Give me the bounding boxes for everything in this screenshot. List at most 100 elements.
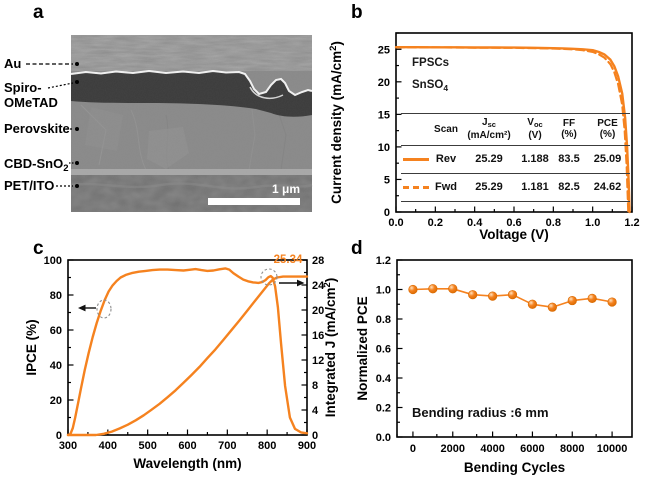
x-tick-label: 0.0 bbox=[388, 217, 403, 229]
y-tick-label: 20 bbox=[378, 77, 390, 89]
x-tick-label: 1.2 bbox=[624, 217, 639, 229]
leader-dot-petito bbox=[75, 184, 79, 188]
x-tick-label: 0.6 bbox=[506, 217, 521, 229]
sem-panel: 1 μm Au Spiro- OMeTAD Perovskite CBD-SnO… bbox=[4, 35, 313, 212]
y-tick-label: 80 bbox=[50, 290, 62, 302]
x-axis-label: Voltage (V) bbox=[479, 227, 549, 242]
x-tick-label: 6000 bbox=[520, 443, 544, 455]
data-point-marker bbox=[567, 295, 577, 306]
table-row-rev: Rev 25.29 1.188 83.5 25.09 bbox=[401, 146, 630, 174]
pce-value: 24.62 bbox=[593, 181, 622, 193]
y-tick-label: 1.2 bbox=[376, 255, 391, 267]
x-tick-label: 500 bbox=[138, 440, 156, 452]
data-point-marker bbox=[587, 293, 597, 303]
x-tick-label: 4000 bbox=[480, 443, 504, 455]
pce-value: 25.09 bbox=[593, 153, 622, 165]
leader-dot-sno2 bbox=[75, 161, 79, 165]
y-tick-label: 0 bbox=[384, 207, 390, 219]
y2-tick-label: 28 bbox=[312, 255, 324, 267]
scan-direction: Fwd bbox=[435, 181, 457, 193]
plot-area: 0 2000 4000 6000 8000 10000 0.0 0.2 0.4 0.6 0.8 1.0… bbox=[355, 255, 633, 475]
y2-tick-label: 12 bbox=[312, 355, 324, 367]
table-header-scan: Scan bbox=[434, 123, 458, 135]
scale-bar bbox=[208, 198, 300, 205]
y-tick-label: 10 bbox=[378, 142, 390, 154]
y2-tick-label: 20 bbox=[312, 305, 324, 317]
panel-label-a: a bbox=[33, 2, 44, 23]
x-axis-label: Bending Cycles bbox=[464, 460, 565, 475]
y2-tick-label: 4 bbox=[312, 405, 319, 417]
data-point-marker bbox=[527, 299, 538, 309]
x-tick-label: 2000 bbox=[441, 443, 465, 455]
series-line-ipce bbox=[66, 267, 309, 437]
x-axis-label: Wavelength (nm) bbox=[133, 456, 241, 471]
right-axis-arrowhead bbox=[297, 279, 305, 287]
panel-label-d: d bbox=[351, 238, 363, 259]
y-tick-label: 0.0 bbox=[376, 432, 391, 444]
x-tick-label: 300 bbox=[59, 440, 77, 452]
plot-frame bbox=[396, 259, 633, 438]
data-point-marker bbox=[487, 291, 498, 301]
data-point-marker bbox=[547, 302, 557, 312]
data-point-marker bbox=[428, 284, 438, 294]
layer-label-sno2: CBD-SnO2 bbox=[4, 156, 69, 174]
jv-chart: 0.0 0.2 0.4 0.6 0.8 1.0 1.2 0 5 10 15 20 25 Voltage (… bbox=[328, 32, 640, 242]
table-header-voc: Voc (V) bbox=[527, 117, 543, 141]
plot-area: 300 400 500 600 700 800 9000204060801000481216… bbox=[24, 255, 338, 471]
leader-dot-au bbox=[75, 62, 79, 66]
layer-label-spiro-line1: Spiro- bbox=[4, 80, 42, 95]
scan-direction: Rev bbox=[435, 153, 457, 165]
voc-value: 1.181 bbox=[521, 181, 549, 193]
table-row-fwd: Fwd 25.29 1.181 82.5 24.62 bbox=[401, 174, 630, 202]
y-tick-label: 5 bbox=[384, 174, 390, 186]
x-tick-label: 0.8 bbox=[546, 217, 561, 229]
y-axis-label: IPCE (%) bbox=[24, 319, 39, 375]
data-point-marker bbox=[607, 297, 617, 307]
sem-image: 1 μm bbox=[70, 35, 313, 212]
bending-chart: 0 2000 4000 6000 8000 10000 0.0 0.2 0.4 0.6 0.8 1.0… bbox=[355, 255, 633, 475]
y2-tick-label: 0 bbox=[312, 430, 318, 442]
integrated-j-value: 25.34 bbox=[274, 254, 303, 266]
material-label: SnSO4 bbox=[412, 79, 448, 93]
y-tick-label: 20 bbox=[50, 395, 62, 407]
voc-value: 1.188 bbox=[521, 153, 549, 165]
leader-dot-perovskite bbox=[75, 127, 79, 131]
table-header-jsc: Jsc (mA/cm²) bbox=[467, 117, 511, 141]
layer-label-petito: PET/ITO bbox=[4, 178, 54, 193]
legend-line-dashed bbox=[403, 185, 429, 189]
jv-parameter-table: Scan Jsc (mA/cm²) Voc (V) FF (%) PCE (%)… bbox=[401, 113, 630, 202]
layer-label-spiro-line2: OMeTAD bbox=[4, 95, 58, 110]
x-tick-label: 900 bbox=[298, 440, 316, 452]
data-point-marker bbox=[408, 284, 418, 295]
y2-axis-label: Integrated J (mA/cm2) bbox=[322, 278, 338, 418]
leader-dot-spiro bbox=[75, 80, 79, 84]
table-header-ff: FF (%) bbox=[561, 118, 577, 141]
x-tick-label: 0.4 bbox=[467, 217, 483, 229]
ipce-chart: 300 400 500 600 700 800 9000204060801000481216… bbox=[24, 254, 338, 471]
y-tick-label: 25 bbox=[378, 44, 390, 56]
jsc-value: 25.29 bbox=[475, 153, 503, 165]
bending-radius-note: Bending radius :6 mm bbox=[412, 405, 549, 420]
x-tick-label: 600 bbox=[178, 440, 196, 452]
x-tick-label: 1.0 bbox=[585, 217, 600, 229]
table-header-row: Scan Jsc (mA/cm²) Voc (V) FF (%) PCE (%) bbox=[401, 114, 630, 146]
y2-tick-label: 16 bbox=[312, 330, 324, 342]
ff-value: 83.5 bbox=[558, 153, 580, 165]
table-header-pce: PCE (%) bbox=[597, 118, 618, 141]
sem-overall-grain bbox=[71, 35, 312, 212]
y-tick-label: 40 bbox=[50, 360, 62, 372]
y-axis-label: Current density (mA/cm2) bbox=[328, 41, 344, 204]
x-tick-label: 8000 bbox=[560, 443, 584, 455]
y-tick-label: 60 bbox=[50, 325, 62, 337]
panel-label-b: b bbox=[351, 2, 363, 23]
x-tick-label: 10000 bbox=[597, 443, 628, 455]
data-point-marker bbox=[468, 290, 478, 300]
jsc-value: 25.29 bbox=[475, 181, 503, 193]
scale-bar-label: 1 μm bbox=[272, 182, 300, 196]
x-tick-label: 700 bbox=[218, 440, 236, 452]
series-line-integrated-j bbox=[66, 275, 309, 437]
device-type-label: FPSCs bbox=[412, 57, 449, 69]
x-tick-label: 0.2 bbox=[428, 217, 443, 229]
y-tick-label: 0.2 bbox=[376, 403, 391, 415]
y2-tick-label: 8 bbox=[312, 380, 318, 392]
